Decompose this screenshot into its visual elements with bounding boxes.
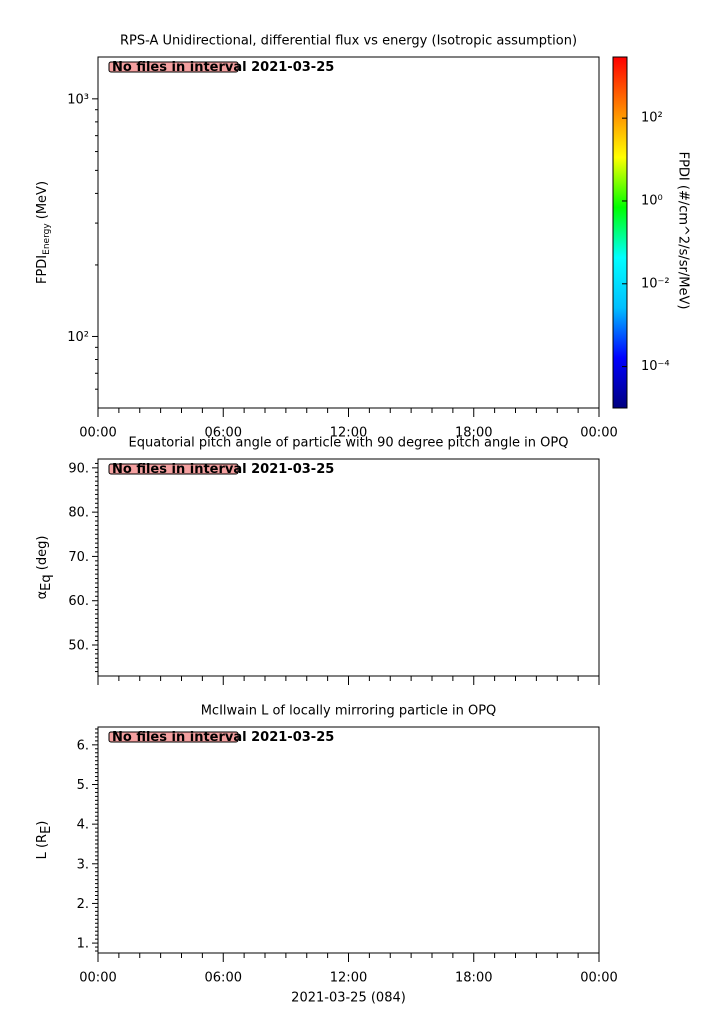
colorbar-tick-label: 10⁻⁴ — [641, 359, 670, 374]
y-tick-label: 70. — [68, 550, 89, 565]
y-tick-label: 3. — [77, 857, 89, 872]
note-box — [108, 463, 239, 475]
y-tick-label: 4. — [77, 818, 89, 833]
note-box — [108, 61, 239, 73]
x-tick-label: 12:00 — [330, 971, 367, 986]
y-label-main: FPDI — [35, 255, 50, 284]
colorbar-label: FPDI (#/cm^2/s/sr/MeV) — [676, 152, 691, 310]
x-tick-label: 18:00 — [455, 971, 492, 986]
y-label-main: α — [35, 591, 50, 600]
y-axis-label: FPDIEnergy (MeV) — [35, 181, 52, 284]
colorbar-tick-label: 10⁰ — [641, 193, 663, 208]
x-tick-label: 00:00 — [580, 971, 617, 986]
x-tick-label: 18:00 — [455, 426, 492, 441]
x-tick-label: 00:00 — [79, 971, 116, 986]
y-label-tail: ) — [35, 821, 50, 826]
y-tick-label: 2. — [77, 897, 89, 912]
x-tick-label: 00:00 — [79, 426, 116, 441]
plot-frame — [97, 56, 600, 409]
y-tick-label: 60. — [68, 594, 89, 609]
panel-title: RPS-A Unidirectional, differential flux … — [120, 34, 577, 49]
y-label-sub: E — [39, 826, 54, 834]
plot-frame — [97, 458, 600, 677]
colorbar — [612, 56, 628, 409]
panel-title: Equatorial pitch angle of particle with … — [129, 436, 569, 451]
plot-frame — [97, 726, 600, 954]
y-tick-label: 80. — [68, 506, 89, 521]
y-label-main: L (R — [35, 834, 50, 859]
x-tick-label: 12:00 — [330, 426, 367, 441]
no-data-note: No files in interval 2021-03-25 — [108, 730, 334, 745]
y-axis-label: L (RE) — [35, 821, 54, 860]
y-label-tail: (deg) — [35, 536, 50, 575]
x-axis-label: 2021-03-25 (084) — [291, 991, 406, 1006]
y-tick-label: 5. — [77, 778, 89, 793]
note-text: No files in interval 2021-03-25 — [112, 462, 334, 477]
y-tick-label: 1. — [77, 937, 89, 952]
y-tick-label: 50. — [68, 639, 89, 654]
y-tick-label: 10³ — [67, 92, 89, 107]
note-text: No files in interval 2021-03-25 — [112, 730, 334, 745]
y-tick-label: 90. — [68, 461, 89, 476]
colorbar-tick-label: 10² — [641, 111, 663, 126]
no-data-note: No files in interval 2021-03-25 — [108, 60, 334, 75]
x-tick-label: 06:00 — [205, 426, 242, 441]
panel-title: McIlwain L of locally mirroring particle… — [201, 704, 497, 719]
x-tick-label: 00:00 — [580, 426, 617, 441]
no-data-note: No files in interval 2021-03-25 — [108, 462, 334, 477]
y-tick-label: 10² — [67, 330, 89, 345]
y-axis-label: αEq (deg) — [35, 536, 54, 600]
colorbar-tick-label: 10⁻² — [641, 276, 670, 291]
note-text: No files in interval 2021-03-25 — [112, 60, 334, 75]
y-label-sub: Eq — [39, 574, 54, 590]
y-label-sub: Energy — [42, 223, 52, 255]
x-tick-label: 06:00 — [205, 971, 242, 986]
y-label-tail: (MeV) — [35, 181, 50, 223]
note-box — [108, 731, 239, 743]
y-tick-label: 6. — [77, 738, 89, 753]
